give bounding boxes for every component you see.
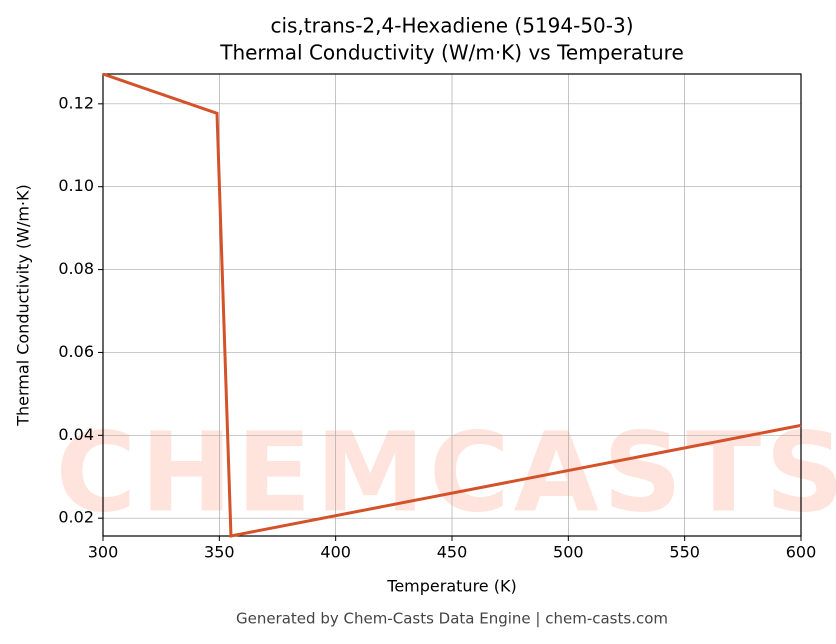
- y-tick-label: 0.02: [58, 508, 94, 527]
- y-axis-label: Thermal Conductivity (W/m·K): [14, 184, 33, 427]
- y-tick-label: 0.08: [58, 259, 94, 278]
- y-tick-label: 0.04: [58, 425, 94, 444]
- x-tick-label: 350: [204, 543, 235, 562]
- x-tick-label: 600: [786, 543, 817, 562]
- chart-subtitle: Thermal Conductivity (W/m·K) vs Temperat…: [219, 41, 684, 65]
- chart-title: cis,trans-2,4-Hexadiene (5194-50-3): [270, 14, 633, 38]
- x-tick-label: 550: [669, 543, 700, 562]
- x-tick-label: 300: [88, 543, 119, 562]
- x-tick-label: 400: [320, 543, 351, 562]
- plot-frame: [102, 73, 802, 537]
- x-tick-label: 500: [553, 543, 584, 562]
- y-tick-label: 0.10: [58, 176, 94, 195]
- footer: Generated by Chem-Casts Data Engine | ch…: [236, 610, 668, 628]
- y-tick-label: 0.06: [58, 342, 94, 361]
- data-line: [102, 72, 802, 538]
- x-tick-label: 450: [437, 543, 468, 562]
- watermark: CHEMCASTS: [56, 408, 836, 536]
- x-axis-label: Temperature (K): [386, 577, 516, 596]
- y-tick-label: 0.12: [58, 93, 94, 112]
